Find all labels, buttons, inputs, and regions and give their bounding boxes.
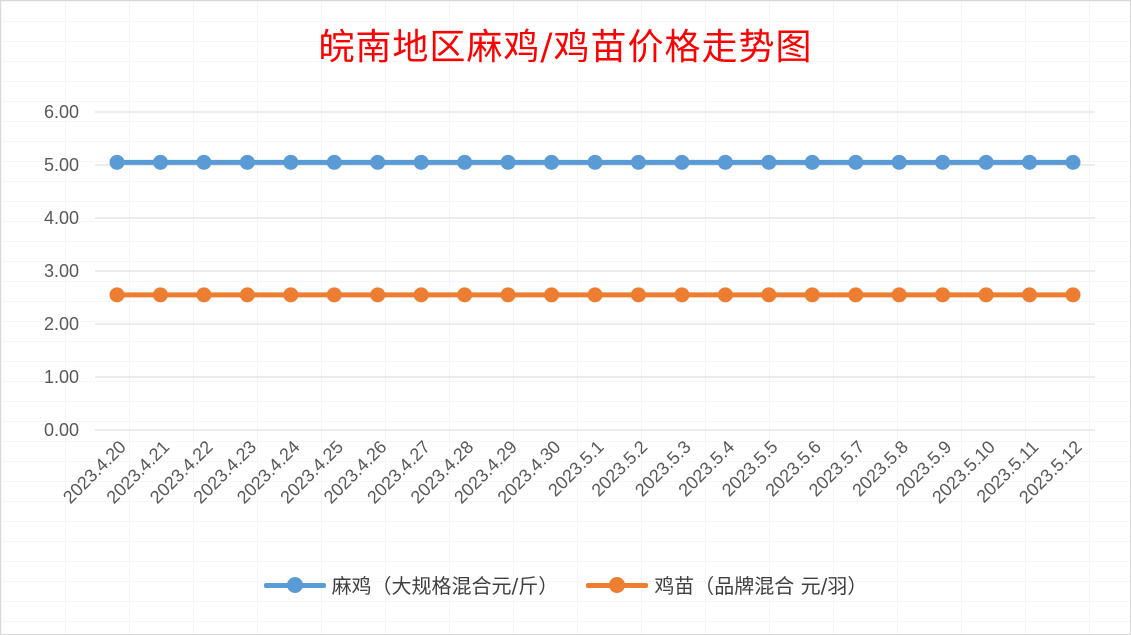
data-point [848, 287, 864, 303]
data-point [457, 287, 473, 303]
legend-item-series-2: 鸡苗（品牌混合 元/羽） [586, 570, 867, 599]
data-point [457, 154, 473, 170]
data-point [544, 287, 560, 303]
data-point [239, 287, 255, 303]
legend-label-series-2: 鸡苗（品牌混合 元/羽） [654, 574, 868, 598]
data-point [1065, 154, 1081, 170]
y-tick-label: 1.00 [44, 367, 79, 387]
y-tick-label: 2.00 [44, 314, 79, 334]
data-point [239, 154, 255, 170]
y-tick-label: 0.00 [44, 420, 79, 440]
data-point [196, 287, 212, 303]
data-point [413, 287, 429, 303]
data-point [935, 287, 951, 303]
data-point [544, 154, 560, 170]
data-point [717, 287, 733, 303]
data-point [326, 154, 342, 170]
data-point [152, 154, 168, 170]
data-point [935, 154, 951, 170]
data-point [109, 154, 125, 170]
y-tick-label: 4.00 [44, 208, 79, 228]
y-tick-label: 5.00 [44, 155, 79, 175]
chart-legend: 麻鸡（大规格混合元/斤） 鸡苗（品牌混合 元/羽） [0, 570, 1131, 599]
legend-label-series-1: 麻鸡（大规格混合元/斤） [331, 574, 559, 598]
data-point [1022, 154, 1038, 170]
data-point [500, 287, 516, 303]
data-point [804, 154, 820, 170]
y-tick-label: 3.00 [44, 261, 79, 281]
data-point [978, 154, 994, 170]
data-point [370, 287, 386, 303]
data-point [370, 154, 386, 170]
chart-title: 皖南地区麻鸡/鸡苗价格走势图 [318, 27, 813, 68]
legend-swatch-series-2 [586, 575, 649, 595]
data-point [804, 287, 820, 303]
data-point [630, 154, 646, 170]
legend-item-series-1: 麻鸡（大规格混合元/斤） [263, 570, 559, 599]
data-point [674, 287, 690, 303]
data-point [1065, 287, 1081, 303]
data-point [978, 287, 994, 303]
data-point [413, 154, 429, 170]
data-point [283, 154, 299, 170]
data-point [196, 154, 212, 170]
data-point [891, 287, 907, 303]
data-point [630, 287, 646, 303]
data-point [587, 287, 603, 303]
data-point [500, 154, 516, 170]
data-point [891, 154, 907, 170]
data-point [1022, 287, 1038, 303]
data-point [761, 154, 777, 170]
data-point [326, 287, 342, 303]
data-point [761, 287, 777, 303]
data-point [717, 154, 733, 170]
data-point [283, 287, 299, 303]
data-point [848, 154, 864, 170]
data-point [109, 287, 125, 303]
data-point [674, 154, 690, 170]
data-point [152, 287, 168, 303]
legend-swatch-series-1 [263, 575, 326, 595]
y-tick-label: 6.00 [44, 102, 79, 122]
data-point [587, 154, 603, 170]
